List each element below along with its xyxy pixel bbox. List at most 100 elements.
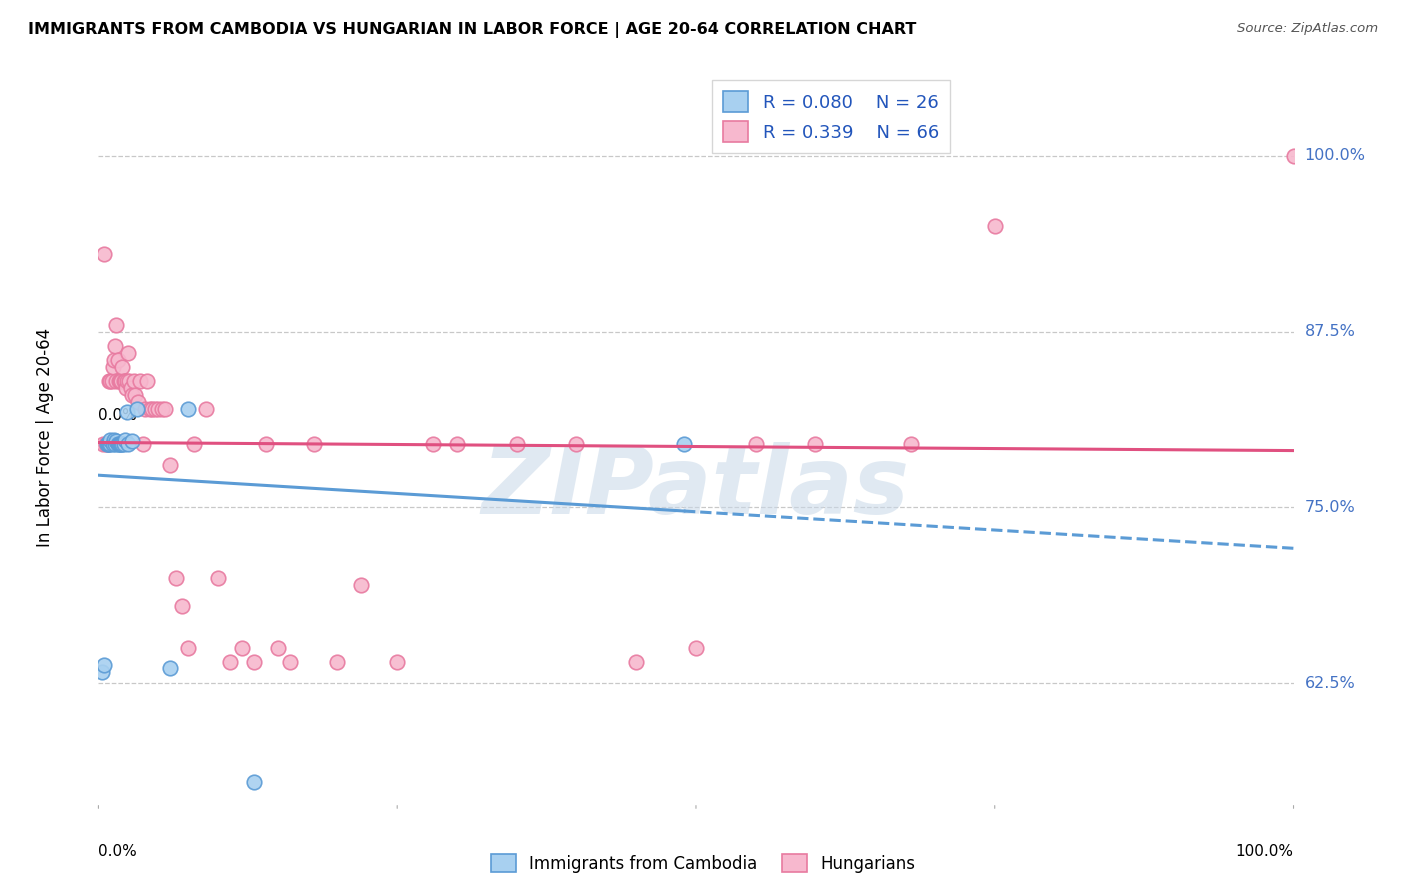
Point bbox=[141, 401, 163, 416]
Point bbox=[114, 433, 136, 447]
Text: In Labor Force | Age 20-64: In Labor Force | Age 20-64 bbox=[35, 327, 53, 547]
Point bbox=[103, 433, 125, 447]
Point bbox=[231, 641, 253, 656]
Point bbox=[148, 401, 170, 416]
Point bbox=[118, 374, 141, 388]
Point bbox=[165, 571, 187, 585]
Point bbox=[219, 655, 242, 669]
Point bbox=[121, 388, 143, 402]
Point bbox=[98, 437, 122, 451]
Point bbox=[107, 437, 129, 451]
Point bbox=[97, 437, 120, 451]
Point bbox=[177, 401, 200, 416]
Point bbox=[105, 434, 128, 449]
Point bbox=[117, 345, 139, 359]
Point bbox=[111, 359, 134, 374]
Point bbox=[155, 401, 177, 416]
Point bbox=[107, 352, 129, 367]
Text: Source: ZipAtlas.com: Source: ZipAtlas.com bbox=[1237, 22, 1378, 36]
Point bbox=[108, 374, 131, 388]
Point bbox=[91, 437, 114, 451]
Point bbox=[326, 655, 349, 669]
Legend: Immigrants from Cambodia, Hungarians: Immigrants from Cambodia, Hungarians bbox=[484, 847, 922, 880]
Point bbox=[111, 437, 134, 451]
Point bbox=[105, 318, 128, 332]
Point bbox=[139, 401, 162, 416]
Point bbox=[125, 401, 148, 416]
Point bbox=[129, 374, 152, 388]
Point bbox=[93, 247, 115, 261]
Point bbox=[143, 401, 166, 416]
Point bbox=[243, 774, 266, 789]
Point bbox=[105, 374, 128, 388]
Point bbox=[350, 578, 373, 592]
Point bbox=[101, 437, 124, 451]
Point bbox=[565, 437, 588, 451]
Text: 100.0%: 100.0% bbox=[1305, 148, 1365, 163]
Point bbox=[207, 571, 229, 585]
Point bbox=[506, 437, 529, 451]
Point bbox=[150, 401, 173, 416]
Point bbox=[267, 641, 290, 656]
Text: 100.0%: 100.0% bbox=[1236, 845, 1294, 860]
Point bbox=[98, 433, 122, 447]
Point bbox=[900, 437, 922, 451]
Point bbox=[183, 437, 205, 451]
Text: 75.0%: 75.0% bbox=[1305, 500, 1355, 515]
Text: IMMIGRANTS FROM CAMBODIA VS HUNGARIAN IN LABOR FORCE | AGE 20-64 CORRELATION CHA: IMMIGRANTS FROM CAMBODIA VS HUNGARIAN IN… bbox=[28, 22, 917, 38]
Point bbox=[104, 437, 127, 451]
Point bbox=[254, 437, 277, 451]
Point bbox=[1282, 149, 1305, 163]
Point bbox=[121, 434, 143, 449]
Point bbox=[159, 661, 181, 675]
Point bbox=[115, 374, 138, 388]
Point bbox=[136, 374, 159, 388]
Point bbox=[117, 437, 139, 451]
Point bbox=[127, 395, 149, 409]
Point bbox=[98, 374, 122, 388]
Point bbox=[112, 437, 135, 451]
Point bbox=[104, 339, 127, 353]
Point bbox=[110, 437, 132, 451]
Point bbox=[108, 437, 131, 451]
Point bbox=[94, 437, 117, 451]
Legend: R = 0.080    N = 26, R = 0.339    N = 66: R = 0.080 N = 26, R = 0.339 N = 66 bbox=[713, 80, 950, 153]
Point bbox=[385, 655, 409, 669]
Point bbox=[120, 381, 142, 395]
Point bbox=[685, 641, 707, 656]
Point bbox=[131, 437, 153, 451]
Point bbox=[745, 437, 768, 451]
Text: ZIPatlas: ZIPatlas bbox=[482, 442, 910, 534]
Point bbox=[101, 359, 124, 374]
Text: 0.0%: 0.0% bbox=[98, 845, 138, 860]
Point bbox=[278, 655, 301, 669]
Point bbox=[103, 352, 125, 367]
Point bbox=[177, 641, 200, 656]
Point bbox=[422, 437, 444, 451]
Point bbox=[134, 401, 156, 416]
Point bbox=[112, 374, 135, 388]
Point bbox=[984, 219, 1007, 233]
Text: 87.5%: 87.5% bbox=[1305, 324, 1355, 339]
Text: 62.5%: 62.5% bbox=[1305, 676, 1355, 690]
Point bbox=[243, 655, 266, 669]
Point bbox=[124, 374, 146, 388]
Point bbox=[110, 374, 132, 388]
Point bbox=[172, 599, 194, 613]
Point bbox=[107, 437, 129, 451]
Point bbox=[626, 655, 648, 669]
Point bbox=[673, 437, 696, 451]
Point bbox=[302, 437, 325, 451]
Point bbox=[97, 437, 120, 451]
Point bbox=[195, 401, 218, 416]
Point bbox=[93, 657, 115, 672]
Point bbox=[107, 374, 129, 388]
Point bbox=[115, 405, 138, 419]
Point bbox=[804, 437, 827, 451]
Text: 0.0%: 0.0% bbox=[98, 408, 138, 423]
Point bbox=[96, 437, 118, 451]
Point bbox=[124, 388, 146, 402]
Point bbox=[159, 458, 181, 473]
Point bbox=[114, 374, 136, 388]
Point bbox=[115, 381, 138, 395]
